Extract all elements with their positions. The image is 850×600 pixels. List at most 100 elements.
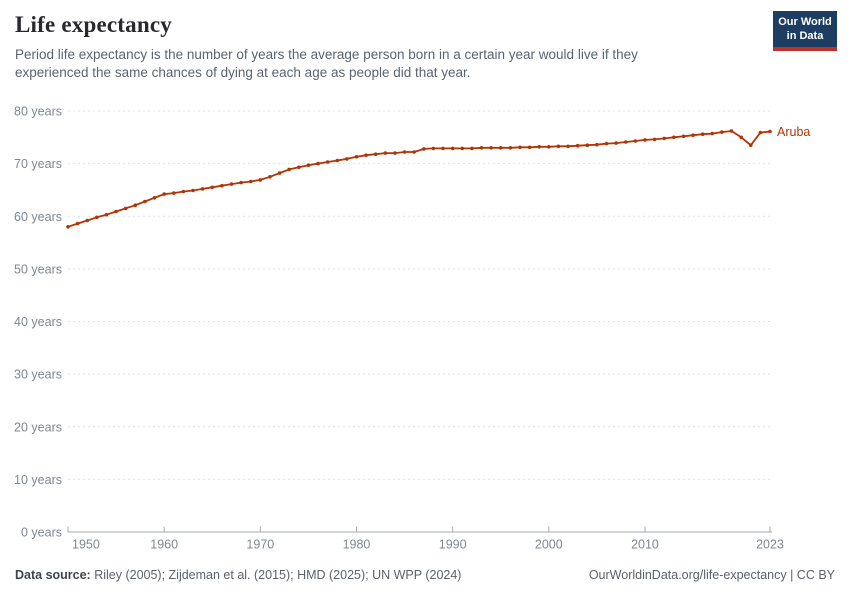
data-point-marker[interactable] [527,145,532,150]
data-point-marker[interactable] [681,134,686,139]
data-point-marker[interactable] [595,142,599,147]
data-point-marker[interactable] [143,199,147,204]
data-point-marker[interactable] [431,146,436,151]
data-point-marker[interactable] [720,130,724,134]
data-point-marker[interactable] [768,129,772,134]
data-point-marker[interactable] [152,196,157,200]
data-point-marker[interactable] [335,158,340,163]
x-axis-label: 2000 [535,538,563,552]
data-point-marker[interactable] [95,215,99,220]
data-point-marker[interactable] [181,189,186,194]
x-axis-label: 1970 [246,538,274,552]
data-point-marker[interactable] [345,157,349,161]
data-point-marker[interactable] [268,175,272,179]
owid-logo-line1: Our World [778,16,832,28]
data-point-marker[interactable] [210,185,214,190]
data-point-marker[interactable] [393,151,397,155]
y-axis-label: 60 years [14,210,62,224]
data-point-marker[interactable] [373,152,378,156]
data-point-marker[interactable] [402,150,407,154]
data-point-marker[interactable] [191,188,195,193]
data-point-marker[interactable] [104,212,109,217]
data-point-marker[interactable] [508,146,513,150]
data-point-marker[interactable] [662,136,666,141]
data-point-marker[interactable] [700,132,705,136]
footer-citation-link[interactable]: OurWorldinData.org/life-expectancy | CC … [588,568,835,582]
data-point-marker[interactable] [114,209,118,214]
data-point-marker[interactable] [277,171,282,175]
footer-datasource: Data source: Riley (2005); Zijdeman et a… [15,568,461,582]
series-label-aruba[interactable]: Aruba [777,125,810,139]
data-point-marker[interactable] [710,131,715,136]
data-point-marker[interactable] [287,167,292,172]
x-axis-label: 1950 [72,538,100,552]
owid-logo[interactable]: Our World in Data [773,11,837,51]
data-point-marker[interactable] [498,146,503,150]
data-point-marker[interactable] [364,153,368,157]
data-point-marker[interactable] [614,141,618,145]
data-point-marker[interactable] [633,139,638,143]
data-point-marker[interactable] [749,143,753,147]
data-point-marker[interactable] [297,165,301,170]
data-point-marker[interactable] [479,146,484,150]
chart-title: Life expectancy [15,12,172,37]
datasource-label: Data source: [15,568,91,582]
data-point-marker[interactable] [575,143,580,148]
data-point-marker[interactable] [470,146,474,151]
data-point-marker[interactable] [672,135,676,140]
data-point-marker[interactable] [354,155,359,159]
data-point-marker[interactable] [537,145,541,149]
data-point-marker[interactable] [200,187,205,191]
data-point-marker[interactable] [325,160,330,164]
data-point-marker[interactable] [585,143,590,147]
data-point-marker[interactable] [258,178,263,182]
data-point-marker[interactable] [758,130,763,135]
data-point-marker[interactable] [248,179,253,184]
data-point-marker[interactable] [422,147,426,151]
data-point-marker[interactable] [441,146,445,151]
data-point-marker[interactable] [518,145,522,150]
y-axis-label: 70 years [14,157,62,171]
data-point-marker[interactable] [450,146,455,151]
data-point-marker[interactable] [556,144,561,149]
data-point-marker[interactable] [460,146,465,151]
datasource-text: Riley (2005); Zijdeman et al. (2015); HM… [90,568,462,582]
data-point-marker[interactable] [85,218,89,223]
data-point-marker[interactable] [123,206,128,211]
y-axis-label: 80 years [14,105,62,119]
data-point-marker[interactable] [547,145,551,149]
data-point-marker[interactable] [133,203,138,207]
x-axis-label: 1960 [150,538,178,552]
data-point-marker[interactable] [604,141,609,146]
data-point-marker[interactable] [75,221,80,226]
y-axis-label: 30 years [14,368,62,382]
data-point-marker[interactable] [306,163,311,167]
y-axis-label: 20 years [14,420,62,434]
trend-line-aruba[interactable] [67,130,771,228]
x-axis-label: 2010 [631,538,659,552]
data-point-marker[interactable] [691,133,695,137]
x-axis-label: 1980 [343,538,371,552]
data-point-marker[interactable] [316,161,320,166]
y-axis-label: 10 years [14,473,62,487]
data-point-marker[interactable] [229,182,234,186]
y-axis-label: 0 years [21,526,62,540]
data-point-marker[interactable] [412,150,417,154]
data-point-marker[interactable] [643,138,647,142]
owid-logo-line2: in Data [786,29,824,42]
data-point-marker[interactable] [172,191,176,195]
data-point-marker[interactable] [66,225,70,229]
data-point-marker[interactable] [489,146,493,150]
data-point-marker[interactable] [739,135,743,140]
data-point-marker[interactable] [383,151,388,155]
data-point-marker[interactable] [239,180,243,185]
data-point-marker[interactable] [162,192,166,196]
data-point-marker[interactable] [220,183,224,188]
chart-footer: Data source: Riley (2005); Zijdeman et a… [15,568,835,582]
data-point-marker[interactable] [729,129,734,133]
data-point-marker[interactable] [652,137,657,142]
data-point-marker[interactable] [566,144,570,149]
data-point-marker[interactable] [624,140,628,144]
